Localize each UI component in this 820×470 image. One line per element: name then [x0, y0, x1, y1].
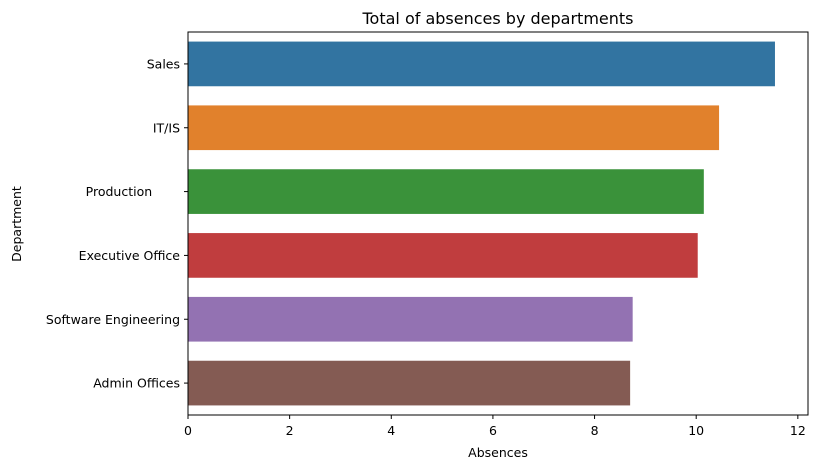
bar-sales — [188, 41, 775, 87]
x-tick-label: 4 — [387, 423, 395, 438]
y-axis-label: Department — [9, 186, 24, 262]
bar-admin-offices — [188, 360, 631, 406]
y-tick-label: IT/IS — [153, 120, 180, 135]
axis-ticks: Sales IT/IS Production Executive Office Sof… — [46, 56, 806, 438]
x-tick-label: 12 — [790, 423, 806, 438]
x-tick-label: 10 — [688, 423, 704, 438]
y-tick-label: Production — [86, 184, 180, 199]
bar-executive-office — [188, 233, 698, 278]
y-tick-label: Sales — [147, 56, 180, 71]
x-axis-label: Absences — [468, 445, 528, 460]
y-tick-label: Executive Office — [79, 248, 181, 263]
x-tick-label: 8 — [591, 423, 599, 438]
plot-frame — [187, 31, 809, 416]
chart-title: Total of absences by departments — [361, 9, 633, 28]
bars — [188, 41, 775, 406]
bar-it-is — [188, 105, 720, 151]
bar-production — [188, 169, 704, 214]
y-tick-label: Software Engineering — [46, 312, 180, 327]
bar-software-engineering — [188, 296, 633, 342]
x-tick-label: 2 — [286, 423, 294, 438]
x-tick-label: 0 — [184, 423, 192, 438]
y-tick-label: Admin Offices — [93, 376, 180, 391]
x-tick-label: 6 — [489, 423, 497, 438]
